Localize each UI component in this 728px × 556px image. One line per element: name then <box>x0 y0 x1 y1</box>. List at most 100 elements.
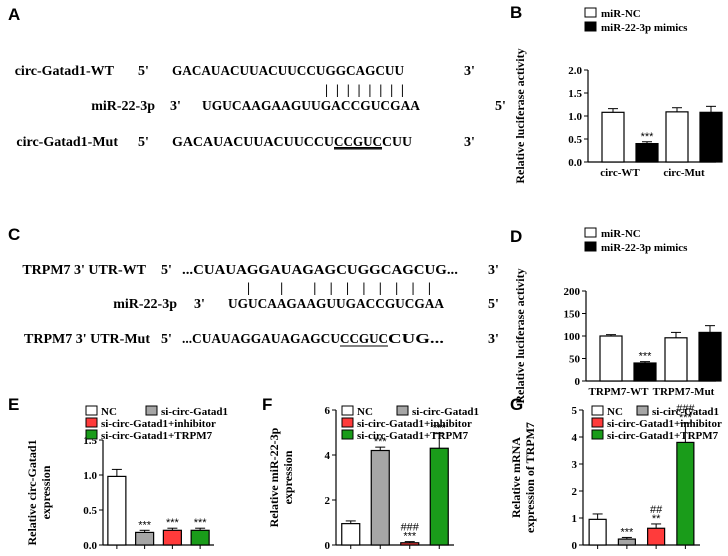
legend-swatch-f-2 <box>341 417 354 428</box>
legend-swatch-e-0 <box>85 405 98 416</box>
charts-group: 0.0 0.5 1.0 1.5 2.0 Relative luciferase activ… <box>25 7 723 552</box>
seq-a-mut-post: CUU <box>382 135 412 150</box>
bar-e-0 <box>107 475 127 546</box>
y-tick-label-d: 200 <box>564 286 581 298</box>
significance-g-2: ** <box>652 513 661 525</box>
y-tick-label-f: 6 <box>325 405 331 417</box>
seq-name-c-mir: miR-22-3p <box>113 297 177 312</box>
bar-g-0 <box>588 518 607 546</box>
bar-g-1 <box>617 538 636 546</box>
seq-a-mir: UGUCAAGAAGUUGACCGUCGAA <box>202 99 421 114</box>
panel-label-g: G <box>510 395 523 414</box>
legend-label-e-1: si-circ-Gatad1 <box>161 406 228 418</box>
y-axis-label-g: Relative mRNA <box>509 437 523 518</box>
seq-a-wt: GACAUACUUACUUCCUGGCAGCUU <box>172 64 404 79</box>
pairing-bars-a: |||||||| <box>325 83 404 98</box>
legend-label-b-0: miR-NC <box>601 8 641 20</box>
seq-3p-c-wt: 3' <box>488 263 499 278</box>
legend-label-e-2: si-circ-Gatad1+inhibitor <box>101 418 216 430</box>
seq-name-a-mir: miR-22-3p <box>91 99 155 114</box>
significance-d: *** <box>639 351 653 363</box>
seq-c-wt: ...CUAUAGGAUAGAGCUGGCAGCUG... <box>182 263 458 278</box>
legend-swatch-f-3 <box>341 429 354 440</box>
significance-e-3: *** <box>194 517 208 529</box>
y-tick-label-b: 2.0 <box>568 65 582 77</box>
y-axis-label-e: expression <box>39 465 53 519</box>
seq-3p-a-mir: 3' <box>170 99 181 114</box>
significance-g-3: ### <box>676 403 695 415</box>
bar-e-3 <box>190 529 210 546</box>
panel-label-b: B <box>510 3 522 22</box>
seq-5p-c-wt: 5' <box>161 263 172 278</box>
bar-f-3 <box>429 447 449 546</box>
bar-d-1-0 <box>633 362 657 382</box>
y-tick-label-g: 4 <box>572 432 578 444</box>
y-tick-label-b: 1.0 <box>568 111 582 123</box>
legend-swatch-d-1 <box>584 241 597 252</box>
bar-b-0-1 <box>665 111 689 163</box>
legend-swatch-f-1 <box>396 405 409 416</box>
seq-3p-a-mut: 3' <box>464 135 475 150</box>
seq-c-mut-post: CUG... <box>388 332 444 347</box>
seq-name-c-mut: TRPM7 3' UTR-Mut <box>24 332 150 347</box>
y-tick-label-g: 1 <box>572 513 578 525</box>
legend-swatch-e-3 <box>85 429 98 440</box>
y-tick-label-g: 5 <box>572 405 578 417</box>
y-tick-label-b: 0.0 <box>568 157 582 169</box>
y-tick-label-d: 50 <box>569 354 581 366</box>
bar-d-0-1 <box>664 337 688 382</box>
bar-e-2 <box>162 529 182 546</box>
seq-c-mut-site: CCGUC <box>340 332 388 347</box>
y-axis-label-e: Relative circ-Gatad1 <box>25 439 39 545</box>
seq-name-a-wt: circ-Gatad1-WT <box>15 64 115 79</box>
legend-swatch-e-1 <box>145 405 158 416</box>
legend-swatch-g-3 <box>591 429 604 440</box>
seq-a-mut-pre: GACAUACUUACUUCCU <box>172 135 334 150</box>
bar-d-1-1 <box>698 331 722 382</box>
significance-e-1: *** <box>138 519 152 531</box>
legend-swatch-b-1 <box>584 21 597 32</box>
legend-swatch-g-0 <box>591 405 604 416</box>
legend-swatch-b-0 <box>584 7 597 18</box>
bar-b-0-0 <box>601 111 625 163</box>
y-tick-label-f: 0 <box>325 540 331 552</box>
x-tick-label-d: TRPM7-Mut <box>653 386 715 398</box>
seq-c-mir: UGUCAAGAAGUUGACCGUCGAA <box>228 297 445 312</box>
legend-swatch-d-0 <box>584 227 597 238</box>
y-tick-label-g: 3 <box>572 459 578 471</box>
legend-label-g-2: si-circ-Gatad1+inhibitor <box>607 418 722 430</box>
bar-f-1 <box>370 449 390 546</box>
panel-label-e: E <box>8 395 19 414</box>
y-tick-label-g: 0 <box>572 540 578 552</box>
legend-label-f-0: NC <box>357 406 373 418</box>
y-tick-label-d: 0 <box>575 376 581 388</box>
y-axis-label-d: Relative luciferase activity <box>513 268 527 403</box>
legend-label-d-1: miR-22-3p mimics <box>601 242 688 254</box>
legend-swatch-g-1 <box>636 405 649 416</box>
significance-f-3: *** <box>433 423 447 435</box>
x-tick-label-d: TRPM7-WT <box>589 386 650 398</box>
significance-g-3: *** <box>679 412 693 424</box>
x-tick-label-b: circ-Mut <box>663 167 705 179</box>
y-tick-label-e: 0.5 <box>83 505 97 517</box>
legend-label-e-0: NC <box>101 406 117 418</box>
y-tick-label-e: 0.0 <box>83 540 97 552</box>
seq-a-mut-site: CCGUC <box>334 135 382 150</box>
bar-f-2 <box>400 542 420 546</box>
legend-swatch-f-0 <box>341 405 354 416</box>
bar-f-0 <box>341 523 361 546</box>
significance-g-1: *** <box>620 526 634 538</box>
significance-f-2: ### <box>401 522 420 534</box>
panel-label-f: F <box>262 395 272 414</box>
legend-label-d-0: miR-NC <box>601 228 641 240</box>
y-axis-label-g: expression of TRPM7 <box>523 422 537 533</box>
legend-label-b-1: miR-22-3p mimics <box>601 22 688 34</box>
significance-f-1: *** <box>374 436 388 448</box>
significance-f-2: *** <box>403 531 417 543</box>
bar-d-0-0 <box>599 335 623 382</box>
legend-label-e-3: si-circ-Gatad1+TRPM7 <box>101 430 213 442</box>
significance-b: *** <box>641 131 655 143</box>
seq-5p-c-mir: 5' <box>488 297 499 312</box>
seq-5p-a-mut: 5' <box>138 135 149 150</box>
